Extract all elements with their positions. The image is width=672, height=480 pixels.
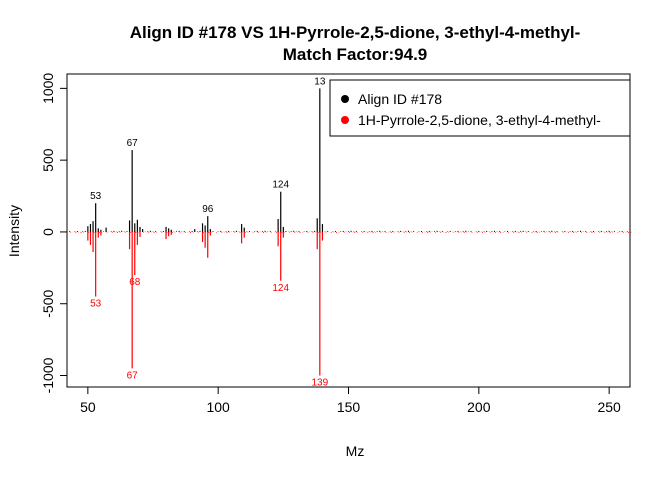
peak-label-reference: 139 [311, 378, 328, 389]
y-axis-label: Intensity [6, 205, 22, 257]
legend-marker-reference [341, 116, 349, 124]
legend-label-reference: 1H-Pyrrole-2,5-dione, 3-ethyl-4-methyl- [358, 112, 601, 128]
chart-subtitle: Match Factor:94.9 [283, 45, 428, 64]
y-axis: -1000 -500 0 500 1000 [40, 73, 68, 393]
y-tick-label: 500 [40, 148, 56, 172]
y-tick-label: -500 [40, 290, 56, 318]
legend: Align ID #178 1H-Pyrrole-2,5-dione, 3-et… [329, 79, 631, 137]
peak-label-sample: 124 [272, 180, 289, 191]
legend-box [329, 79, 631, 137]
x-tick-label: 200 [467, 399, 491, 415]
peak-label-reference: 124 [272, 283, 289, 294]
peak-label-reference: 67 [127, 370, 139, 381]
chart-title: Align ID #178 VS 1H-Pyrrole-2,5-dione, 3… [130, 23, 581, 42]
y-tick-label: 0 [40, 228, 56, 236]
peak-label-reference: 68 [129, 277, 141, 288]
legend-label-align-id: Align ID #178 [358, 91, 442, 107]
peak-label-sample: 53 [90, 191, 102, 202]
y-tick-label: 1000 [40, 73, 56, 104]
peak-label-sample: 67 [127, 138, 139, 149]
peak-label-sample: 13 [314, 76, 326, 87]
legend-marker-align-id [341, 95, 349, 103]
x-tick-label: 250 [597, 399, 621, 415]
y-tick-label: -1000 [40, 357, 56, 393]
plot-area: 53 67 96 124 13 53 67 68 124 139 [66, 76, 632, 389]
peak-label-reference: 53 [90, 299, 102, 310]
peak-label-sample: 96 [202, 204, 214, 215]
x-tick-label: 100 [206, 399, 230, 415]
x-tick-label: 50 [80, 399, 96, 415]
x-axis: 50 100 150 200 250 [80, 386, 621, 415]
x-tick-label: 150 [337, 399, 361, 415]
x-axis-label: Mz [346, 443, 365, 459]
